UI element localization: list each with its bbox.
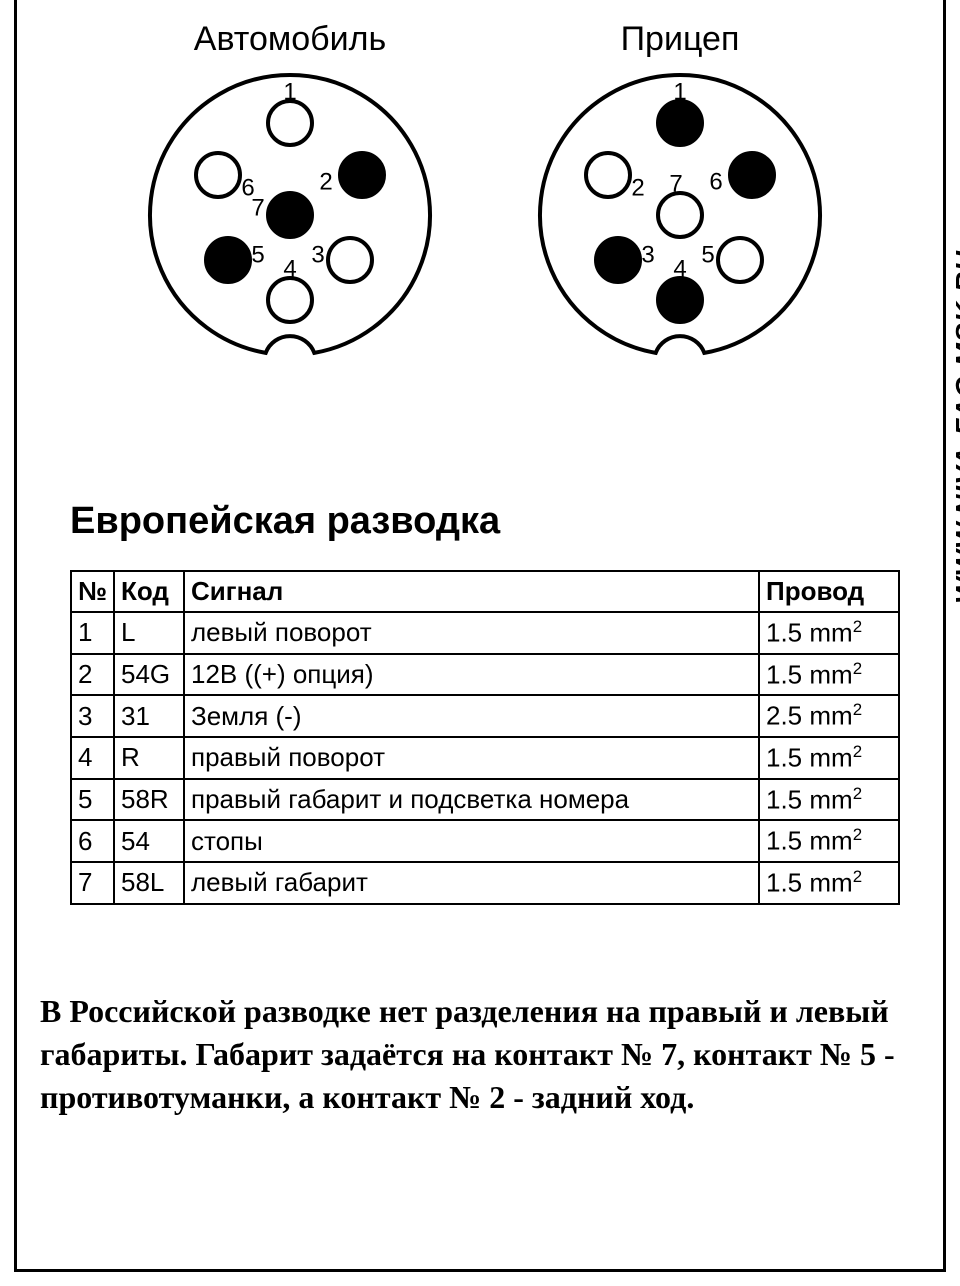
pin-label: 3 xyxy=(311,241,324,268)
pin-circle xyxy=(718,238,762,282)
td-wire: 1.5 mm2 xyxy=(759,820,899,862)
pin-circle xyxy=(268,193,312,237)
pin-label: 5 xyxy=(701,241,714,268)
th-signal: Сигнал xyxy=(184,571,759,612)
th-code: Код xyxy=(114,571,184,612)
vehicle-connector: Автомобиль 1234567 xyxy=(120,20,460,365)
table-row: 654стопы1.5 mm2 xyxy=(71,820,899,862)
table-header-row: № Код Сигнал Провод xyxy=(71,571,899,612)
td-wire: 1.5 mm2 xyxy=(759,737,899,779)
table-row: 1Lлевый поворот1.5 mm2 xyxy=(71,612,899,654)
td-code: R xyxy=(114,737,184,779)
td-signal: стопы xyxy=(184,820,759,862)
td-code: 58R xyxy=(114,779,184,821)
td-num: 3 xyxy=(71,695,114,737)
page: WWW.NIVA-FAQ.MSK.RU Автомобиль 1234567 П… xyxy=(0,0,960,1286)
pin-circle xyxy=(586,153,630,197)
vehicle-connector-svg: 1234567 xyxy=(140,65,440,365)
table-row: 4Rправый поворот1.5 mm2 xyxy=(71,737,899,779)
pin-label: 2 xyxy=(319,168,332,195)
pin-circle xyxy=(596,238,640,282)
td-num: 6 xyxy=(71,820,114,862)
pin-circle xyxy=(196,153,240,197)
pin-circle xyxy=(658,193,702,237)
td-wire: 1.5 mm2 xyxy=(759,612,899,654)
table-row: 331Земля (-)2.5 mm2 xyxy=(71,695,899,737)
pin-circle xyxy=(340,153,384,197)
td-code: 54G xyxy=(114,654,184,696)
connector-diagrams: Автомобиль 1234567 Прицеп 1654327 xyxy=(80,20,850,380)
trailer-connector-svg: 1 6 543 27 xyxy=(530,65,830,365)
td-signal: левый габарит xyxy=(184,862,759,904)
td-num: 5 xyxy=(71,779,114,821)
pin-label: 5 xyxy=(251,241,264,268)
table-row: 558Rправый габарит и подсветка номера1.5… xyxy=(71,779,899,821)
pin-label: 1 xyxy=(673,78,686,105)
pin-circle xyxy=(268,278,312,322)
pin-label: 7 xyxy=(669,170,682,197)
td-num: 4 xyxy=(71,737,114,779)
pin-circle xyxy=(658,278,702,322)
trailer-title: Прицеп xyxy=(510,20,850,59)
pinout-table: № Код Сигнал Провод 1Lлевый поворот1.5 m… xyxy=(70,570,900,905)
td-code: 31 xyxy=(114,695,184,737)
pin-label: 1 xyxy=(283,78,296,105)
th-wire: Провод xyxy=(759,571,899,612)
trailer-connector: Прицеп 1 6 543 27 xyxy=(510,20,850,365)
pin-circle xyxy=(328,238,372,282)
pin-circle xyxy=(268,101,312,145)
td-num: 2 xyxy=(71,654,114,696)
td-signal: Земля (-) xyxy=(184,695,759,737)
pin-circle xyxy=(658,101,702,145)
td-signal: правый габарит и подсветка номера xyxy=(184,779,759,821)
td-wire: 1.5 mm2 xyxy=(759,779,899,821)
pin-label: 4 xyxy=(283,255,296,282)
pin-label: 4 xyxy=(673,255,686,282)
td-num: 1 xyxy=(71,612,114,654)
section-title: Европейская разводка xyxy=(70,500,500,543)
pin-circle xyxy=(206,238,250,282)
pin-circle xyxy=(730,153,774,197)
vehicle-title: Автомобиль xyxy=(120,20,460,59)
pin-label: 7 xyxy=(251,194,264,221)
pin-label: 2 xyxy=(631,174,644,201)
td-num: 7 xyxy=(71,862,114,904)
td-wire: 1.5 mm2 xyxy=(759,862,899,904)
td-signal: 12В ((+) опция) xyxy=(184,654,759,696)
td-wire: 2.5 mm2 xyxy=(759,695,899,737)
footnote: В Российской разводке нет разделения на … xyxy=(40,990,920,1120)
table-row: 758Lлевый габарит1.5 mm2 xyxy=(71,862,899,904)
watermark-text: WWW.NIVA-FAQ.MSK.RU xyxy=(950,250,960,604)
pin-label: 3 xyxy=(641,241,654,268)
td-signal: правый поворот xyxy=(184,737,759,779)
pin-label: 6 xyxy=(709,168,722,195)
td-signal: левый поворот xyxy=(184,612,759,654)
td-code: 58L xyxy=(114,862,184,904)
th-num: № xyxy=(71,571,114,612)
table-row: 254G12В ((+) опция)1.5 mm2 xyxy=(71,654,899,696)
td-code: 54 xyxy=(114,820,184,862)
td-wire: 1.5 mm2 xyxy=(759,654,899,696)
td-code: L xyxy=(114,612,184,654)
